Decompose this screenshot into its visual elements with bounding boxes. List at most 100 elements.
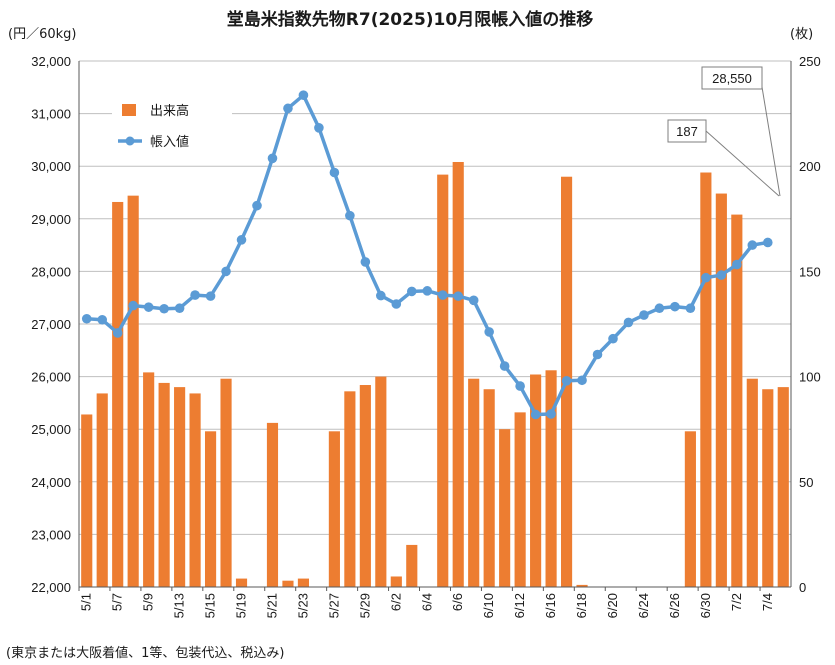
volume-bar [468,378,480,587]
x-tick-label: 7/4 [760,593,775,611]
x-axis-ticks: 5/1 5/7 5/9 5/13 5/15 5/19 5/21 5/23 5/27 5/29 6/2… [78,587,775,618]
legend-line-marker [125,136,135,146]
left-tick-label: 23,000 [31,527,71,542]
price-point [236,235,247,245]
x-tick-label: 5/7 [110,593,125,611]
price-point [159,303,169,314]
x-tick-label: 6/30 [698,593,713,618]
price-point [406,286,417,297]
left-tick-label: 22,000 [31,580,71,595]
price-point [499,361,510,371]
right-tick-label: 50 [799,475,813,490]
x-tick-label: 5/23 [295,593,310,618]
price-point [422,286,433,296]
price-point [391,299,402,309]
price-point [762,237,773,248]
price-point [530,409,541,420]
price-point [732,259,742,270]
x-tick-label: 6/6 [450,593,465,611]
volume-bar [96,393,108,587]
price-point [252,200,262,211]
price-point [128,300,138,311]
volume-bar [545,370,557,587]
volume-bar [220,378,232,587]
volume-bar [406,544,418,587]
x-tick-label: 7/2 [729,593,744,611]
volume-bar [266,422,279,587]
volume-bar [684,431,696,587]
volume-bar [700,172,712,587]
price-point [283,103,293,114]
volume-bar [777,387,789,587]
callout-volume-leader [705,130,780,197]
price-point [747,240,758,250]
price-point [376,290,386,301]
volume-bar [112,201,124,587]
right-tick-label: 100 [799,370,821,385]
price-point [329,167,340,178]
price-point [298,90,309,100]
axes [78,61,792,588]
price-point [221,266,231,277]
price-line [81,90,773,420]
left-axis-unit: (円／60kg) [8,27,76,42]
price-point [685,303,696,314]
price-point [577,375,587,386]
volume-bar [483,389,495,587]
legend-line-label: 帳入値 [150,134,189,150]
callout-price-box [701,66,763,90]
volume-bar [746,378,758,587]
left-tick-label: 30,000 [31,159,71,174]
left-axis-ticks: 22,000 23,000 24,000 25,000 26,000 27,000 28,0… [31,54,71,595]
price-point [670,301,680,312]
volume-bar [81,414,93,587]
legend-bar-label: 出来高 [150,103,189,119]
left-tick-label: 27,000 [31,317,71,332]
price-point [314,123,324,133]
callout-price-label: 28,550 [712,71,752,86]
volume-bar [158,382,170,587]
x-tick-label: 6/4 [419,593,434,611]
price-point [592,349,603,360]
price-point [112,328,123,338]
volume-bar [127,195,139,587]
x-tick-label: 5/29 [357,593,372,618]
volume-bar [235,578,248,587]
volume-bar [297,578,310,587]
price-point [360,257,371,267]
x-tick-label: 6/10 [481,593,496,618]
x-tick-label: 5/13 [172,593,187,618]
price-point [97,314,108,325]
callout-volume-box [667,119,707,143]
right-tick-label: 200 [799,159,821,174]
volume-bar [390,576,402,587]
price-point [716,270,727,280]
price-point [453,291,464,301]
x-tick-label: 6/24 [636,593,651,618]
right-axis-unit: (枚) [790,27,813,42]
price-point [639,310,649,320]
price-point [267,153,278,164]
x-tick-label: 6/16 [543,593,558,618]
volume-bar [499,429,511,587]
price-point [608,333,618,344]
price-point [561,376,572,386]
volume-bar [762,389,774,587]
volume-bar [731,214,743,588]
volume-bar [282,580,294,587]
x-tick-label: 6/2 [388,593,403,611]
volume-bar [189,393,201,587]
right-tick-label: 0 [799,580,806,595]
price-point [654,303,665,314]
callout-price-leader [761,86,781,197]
volume-bar [328,431,340,587]
footnote: (東京または大阪着値、1等、包装代込、税込み) [6,645,284,661]
price-point [515,381,525,391]
volume-bar [576,584,588,587]
price-point [81,313,92,324]
left-tick-label: 31,000 [31,107,71,122]
right-axis-ticks: 0 50 100 150 200 250 [799,54,821,595]
volume-bars [81,161,789,588]
callout-volume-label: 187 [676,124,698,139]
